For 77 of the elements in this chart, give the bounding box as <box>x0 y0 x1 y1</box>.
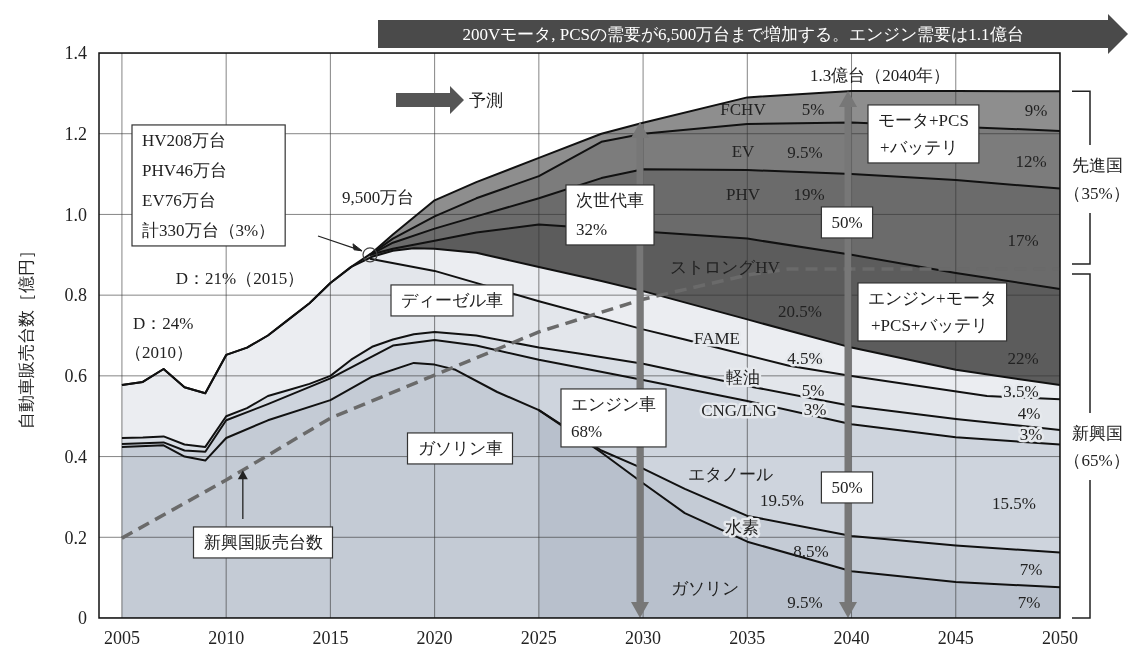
annotation: ストロングHV <box>670 257 781 277</box>
x-tick-label: 2040 <box>833 628 870 649</box>
annotation: ディーゼル車 <box>401 290 503 310</box>
annotation: FAME <box>694 328 740 348</box>
annotation: 50% <box>831 212 863 232</box>
annotation: 9.5% <box>787 592 823 612</box>
text: 200Vモータ, PCSの需要が6,500万台まで増加する。エンジン需要は1.1億台 <box>462 24 1024 44</box>
annotation: 8.5% <box>793 541 829 561</box>
x-tick-label: 2045 <box>937 628 974 649</box>
annotation: 3% <box>803 399 827 419</box>
y-tick-label: 1.4 <box>64 43 87 64</box>
annotation: EV <box>731 141 756 161</box>
annotation: 19.5% <box>760 490 804 510</box>
annotation: 12% <box>1015 151 1047 171</box>
annotation: 水素 <box>725 517 759 537</box>
y-tick-label: 0.8 <box>64 285 87 306</box>
text: 新興国 <box>1071 423 1123 443</box>
x-tick-label: 2020 <box>416 628 453 649</box>
text: 先進国 <box>1071 155 1123 175</box>
annotation: エタノール <box>687 464 773 484</box>
annotation: 32% <box>576 219 608 239</box>
annotation: エンジン+モータ <box>868 288 997 308</box>
annotation: FCHV <box>720 99 767 119</box>
annotation: モータ+PCS <box>878 110 969 130</box>
text: （35%） <box>1064 183 1130 203</box>
x-tick-label: 2025 <box>520 628 557 649</box>
x-tick-label: 2030 <box>625 628 662 649</box>
y-tick-label: 0 <box>78 608 87 629</box>
annotation: 68% <box>571 421 603 441</box>
annotation: 20.5% <box>778 301 822 321</box>
annotation: エンジン車 <box>571 394 656 414</box>
y-tick-label: 0.6 <box>64 366 87 387</box>
annotation: CNG/LNG <box>701 400 777 420</box>
annotation: 3.5% <box>1003 381 1039 401</box>
annotation: 7% <box>1017 592 1041 612</box>
annotation: （2010） <box>125 342 193 362</box>
annotation: ガソリン車 <box>417 438 503 458</box>
annotation: 5% <box>801 99 825 119</box>
annotation: 19% <box>793 184 825 204</box>
y-tick-label: 0.4 <box>64 446 87 467</box>
annotation: 1.3億台（2040年） <box>809 65 951 85</box>
annotation: ガソリン <box>671 578 739 598</box>
annotation: 4.5% <box>787 348 823 368</box>
annotation: 新興国販売台数 <box>203 532 323 552</box>
annotation: 予測 <box>469 90 503 110</box>
x-tick-label: 2050 <box>1042 628 1078 649</box>
annotation: 15.5% <box>992 493 1036 513</box>
annotation: 3% <box>1019 424 1043 444</box>
annotation: 軽油 <box>726 367 760 387</box>
text: （65%） <box>1064 450 1130 470</box>
annotation: +PCS+バッテリ <box>871 315 989 335</box>
annotation: 5% <box>801 380 825 400</box>
annotation: 9% <box>1024 100 1048 120</box>
annotation: PHV46万台 <box>142 160 228 180</box>
x-tick-label: 2005 <box>103 628 140 649</box>
annotation: +バッテリ <box>880 137 958 157</box>
y-tick-label: 1.0 <box>64 204 87 225</box>
annotation: PHV <box>725 184 761 204</box>
annotation: 次世代車 <box>576 190 644 210</box>
annotation: HV208万台 <box>142 130 227 150</box>
x-tick-label: 2010 <box>208 628 245 649</box>
annotation: 9,500万台 <box>341 187 415 207</box>
annotation: 9.5% <box>787 142 823 162</box>
x-tick-label: 2015 <box>312 628 349 649</box>
y-axis-title: 自動車販売台数［億円］ <box>16 242 36 429</box>
annotation: 4% <box>1017 403 1041 423</box>
annotation: EV76万台 <box>142 190 216 210</box>
annotation: 7% <box>1019 559 1043 579</box>
annotation: 22% <box>1007 348 1039 368</box>
y-tick-label: 1.2 <box>64 124 87 145</box>
annotation: D：21%（2015） <box>175 268 305 288</box>
annotation: D：24% <box>133 313 194 333</box>
annotation: 計330万台（3%） <box>142 220 276 240</box>
x-tick-label: 2035 <box>729 628 766 649</box>
annotation: 17% <box>1007 230 1039 250</box>
y-tick-label: 0.2 <box>64 527 87 548</box>
annotation: 50% <box>831 477 863 497</box>
